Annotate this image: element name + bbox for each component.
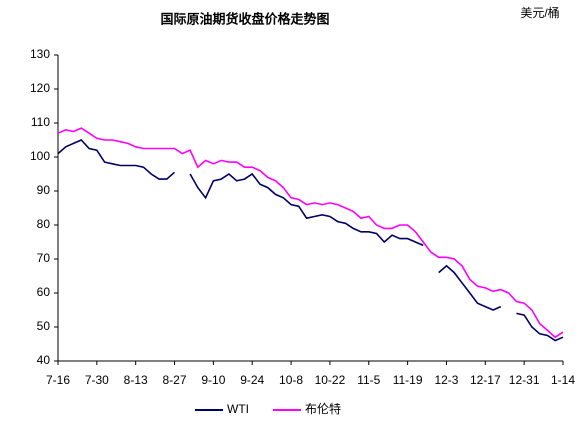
y-tick-label: 70 bbox=[37, 251, 51, 265]
legend-label: WTI bbox=[227, 402, 249, 416]
x-tick-label: 8-13 bbox=[124, 373, 148, 387]
chart-title: 国际原油期货收盘价格走势图 bbox=[160, 11, 329, 26]
x-tick-label: 7-30 bbox=[85, 373, 109, 387]
legend-label: 布伦特 bbox=[305, 401, 341, 416]
series-line bbox=[57, 139, 564, 342]
x-tick-label: 11-5 bbox=[357, 373, 380, 387]
x-tick-label: 7-16 bbox=[46, 373, 70, 387]
x-tick-label: 9-24 bbox=[240, 373, 264, 387]
unit-label: 美元/桶 bbox=[520, 5, 559, 20]
x-tick-label: 1-14 bbox=[551, 373, 575, 387]
x-tick-label: 12-3 bbox=[434, 373, 458, 387]
y-tick-label: 50 bbox=[37, 319, 51, 333]
y-tick-label: 130 bbox=[30, 47, 50, 61]
y-tick-label: 60 bbox=[37, 285, 51, 299]
y-tick-label: 80 bbox=[37, 217, 51, 231]
x-tick-label: 8-27 bbox=[163, 373, 187, 387]
y-tick-label: 110 bbox=[31, 115, 50, 129]
y-tick-label: 40 bbox=[37, 353, 51, 367]
y-tick-label: 120 bbox=[30, 81, 50, 95]
x-tick-label: 9-10 bbox=[201, 373, 225, 387]
y-tick-label: 100 bbox=[30, 149, 50, 163]
series-line bbox=[57, 127, 564, 339]
x-tick-label: 12-17 bbox=[470, 373, 501, 387]
x-tick-label: 12-31 bbox=[509, 373, 540, 387]
x-tick-label: 10-22 bbox=[315, 373, 346, 387]
x-tick-label: 10-8 bbox=[279, 373, 303, 387]
y-tick-label: 90 bbox=[37, 183, 51, 197]
x-tick-label: 11-19 bbox=[393, 373, 423, 387]
